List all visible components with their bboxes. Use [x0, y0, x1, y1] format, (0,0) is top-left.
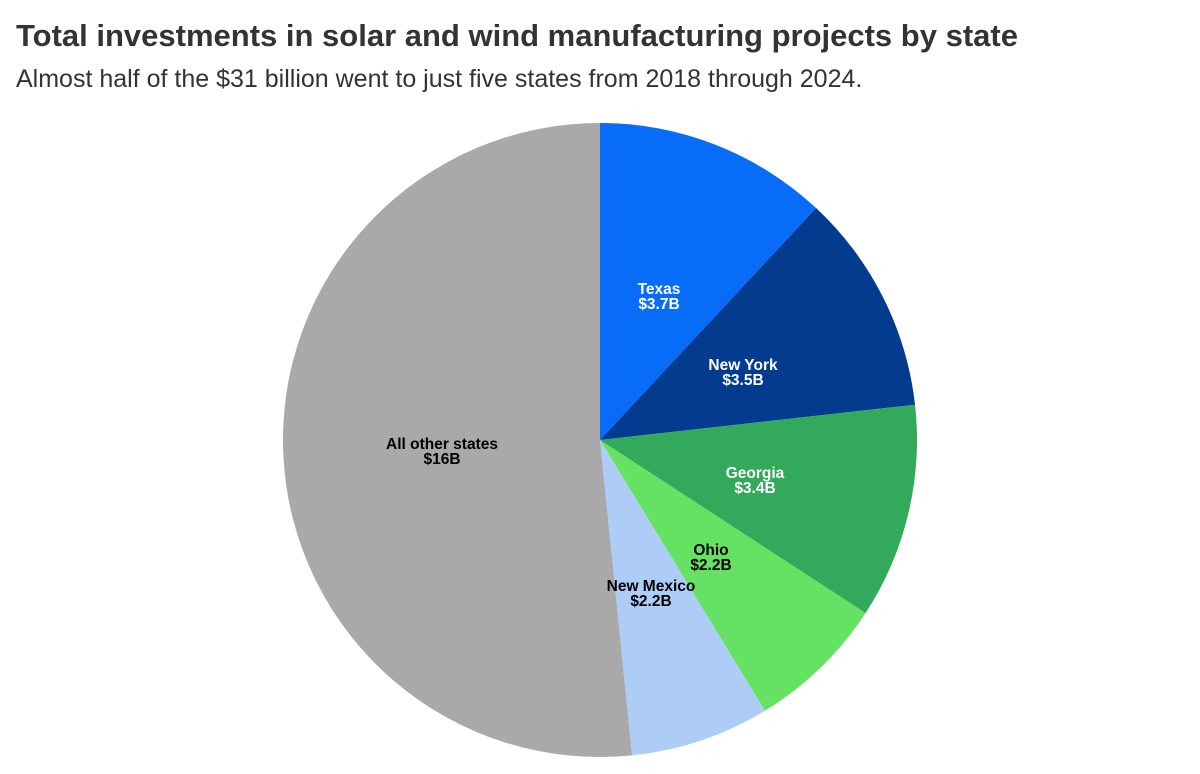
- slice-name-georgia: Georgia: [726, 465, 785, 482]
- slice-label-texas: Texas $3.7B: [638, 281, 681, 313]
- slice-label-all-other-states: All other states $16B: [386, 436, 498, 468]
- slice-value-new-mexico: $2.2B: [630, 593, 671, 610]
- slice-texas: [600, 123, 817, 440]
- chart-subtitle: Almost half of the $31 billion went to j…: [16, 65, 863, 93]
- slice-value-ohio: $2.2B: [690, 557, 731, 574]
- slice-all-other-states: [282, 122, 633, 757]
- slice-name-all-other-states: All other states: [386, 436, 498, 453]
- slice-value-georgia: $3.4B: [734, 480, 775, 497]
- pie-slices: [282, 122, 917, 757]
- slice-name-new-mexico: New Mexico: [607, 578, 696, 595]
- chart-title: Total investments in solar and wind manu…: [16, 18, 1018, 53]
- slice-name-texas: Texas: [638, 281, 681, 298]
- slice-new-mexico: [600, 440, 765, 756]
- slice-name-ohio: Ohio: [693, 542, 728, 559]
- slice-label-georgia: Georgia $3.4B: [726, 465, 785, 497]
- slice-ohio: [600, 440, 866, 711]
- slice-value-new-york: $3.5B: [722, 372, 763, 389]
- slice-label-new-mexico: New Mexico $2.2B: [607, 578, 696, 610]
- slice-new-york: [600, 208, 916, 440]
- slice-name-new-york: New York: [708, 357, 778, 374]
- slice-label-new-york: New York $3.5B: [708, 357, 778, 389]
- slice-value-all-other-states: $16B: [423, 451, 460, 468]
- slice-value-texas: $3.7B: [638, 296, 679, 313]
- slice-georgia: [600, 404, 917, 614]
- slice-label-ohio: Ohio $2.2B: [690, 542, 731, 574]
